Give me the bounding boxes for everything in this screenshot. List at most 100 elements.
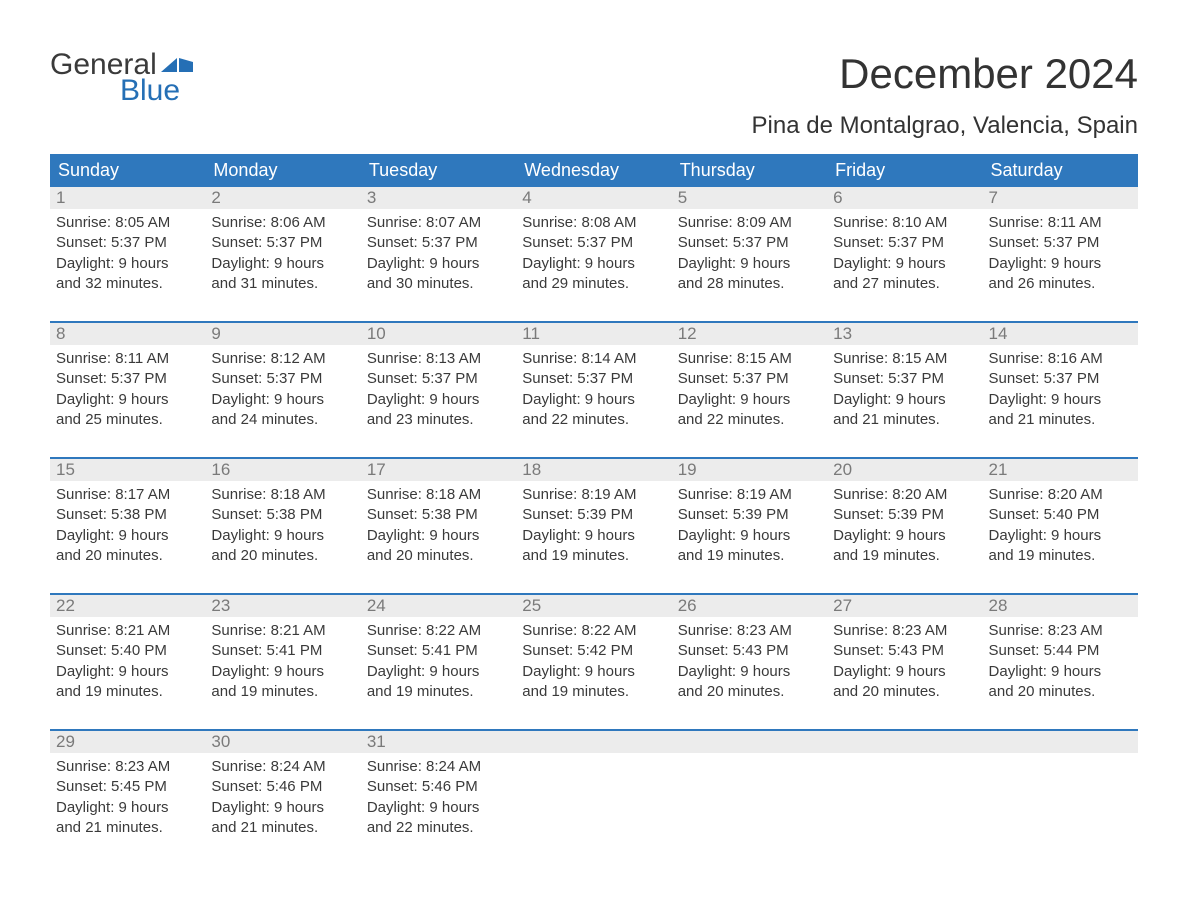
sunset-line: Sunset: 5:37 PM [833,369,976,389]
day-number-band: 12 [672,323,827,345]
daylight-line-1: Daylight: 9 hours [522,254,665,274]
daylight-line-2: and 20 minutes. [989,682,1132,702]
day-body: Sunrise: 8:10 AMSunset: 5:37 PMDaylight:… [827,209,982,300]
sunset-line: Sunset: 5:37 PM [678,369,821,389]
day-number-band: 21 [983,459,1138,481]
daylight-line-2: and 20 minutes. [833,682,976,702]
weeks-container: 1Sunrise: 8:05 AMSunset: 5:37 PMDaylight… [50,187,1138,851]
day-cell: 23Sunrise: 8:21 AMSunset: 5:41 PMDayligh… [205,595,360,715]
day-number: 24 [367,596,386,616]
week-row: 22Sunrise: 8:21 AMSunset: 5:40 PMDayligh… [50,593,1138,715]
day-body: Sunrise: 8:18 AMSunset: 5:38 PMDaylight:… [205,481,360,572]
day-cell: 9Sunrise: 8:12 AMSunset: 5:37 PMDaylight… [205,323,360,443]
sunrise-line: Sunrise: 8:23 AM [678,621,821,641]
day-of-week-header: SundayMondayTuesdayWednesdayThursdayFrid… [50,154,1138,187]
day-number: 19 [678,460,697,480]
day-number-band: 27 [827,595,982,617]
daylight-line-2: and 21 minutes. [56,818,199,838]
day-body: Sunrise: 8:15 AMSunset: 5:37 PMDaylight:… [827,345,982,436]
day-number-band: 8 [50,323,205,345]
day-number: 13 [833,324,852,344]
daylight-line-1: Daylight: 9 hours [522,390,665,410]
day-body: Sunrise: 8:21 AMSunset: 5:41 PMDaylight:… [205,617,360,708]
daylight-line-2: and 24 minutes. [211,410,354,430]
daylight-line-1: Daylight: 9 hours [56,662,199,682]
sunset-line: Sunset: 5:39 PM [522,505,665,525]
day-number: 9 [211,324,220,344]
sunrise-line: Sunrise: 8:11 AM [989,213,1132,233]
dow-sunday: Sunday [50,154,205,187]
day-cell: 30Sunrise: 8:24 AMSunset: 5:46 PMDayligh… [205,731,360,851]
day-number: 10 [367,324,386,344]
day-number: 31 [367,732,386,752]
logo-word-blue: Blue [120,76,193,106]
daylight-line-1: Daylight: 9 hours [56,390,199,410]
sunrise-line: Sunrise: 8:07 AM [367,213,510,233]
day-number: 29 [56,732,75,752]
day-number: 6 [833,188,842,208]
dow-tuesday: Tuesday [361,154,516,187]
sunrise-line: Sunrise: 8:22 AM [367,621,510,641]
sunset-line: Sunset: 5:39 PM [833,505,976,525]
day-body: Sunrise: 8:13 AMSunset: 5:37 PMDaylight:… [361,345,516,436]
day-body: Sunrise: 8:09 AMSunset: 5:37 PMDaylight:… [672,209,827,300]
week-row: 15Sunrise: 8:17 AMSunset: 5:38 PMDayligh… [50,457,1138,579]
day-number: 3 [367,188,376,208]
week-row: 8Sunrise: 8:11 AMSunset: 5:37 PMDaylight… [50,321,1138,443]
daylight-line-1: Daylight: 9 hours [367,662,510,682]
daylight-line-1: Daylight: 9 hours [678,662,821,682]
day-body: Sunrise: 8:08 AMSunset: 5:37 PMDaylight:… [516,209,671,300]
sunset-line: Sunset: 5:37 PM [989,233,1132,253]
daylight-line-1: Daylight: 9 hours [833,254,976,274]
daylight-line-2: and 20 minutes. [678,682,821,702]
day-cell: 22Sunrise: 8:21 AMSunset: 5:40 PMDayligh… [50,595,205,715]
day-number: 17 [367,460,386,480]
sunrise-line: Sunrise: 8:20 AM [989,485,1132,505]
day-body: Sunrise: 8:16 AMSunset: 5:37 PMDaylight:… [983,345,1138,436]
sunset-line: Sunset: 5:37 PM [56,369,199,389]
sunrise-line: Sunrise: 8:23 AM [56,757,199,777]
day-cell: 29Sunrise: 8:23 AMSunset: 5:45 PMDayligh… [50,731,205,851]
day-number: 14 [989,324,1008,344]
day-body: Sunrise: 8:23 AMSunset: 5:45 PMDaylight:… [50,753,205,844]
sunrise-line: Sunrise: 8:18 AM [211,485,354,505]
day-number-band: 23 [205,595,360,617]
page-title: December 2024 [839,50,1138,98]
day-number-band: 5 [672,187,827,209]
day-cell: 4Sunrise: 8:08 AMSunset: 5:37 PMDaylight… [516,187,671,307]
day-number: 5 [678,188,687,208]
day-cell: 25Sunrise: 8:22 AMSunset: 5:42 PMDayligh… [516,595,671,715]
day-body: Sunrise: 8:22 AMSunset: 5:42 PMDaylight:… [516,617,671,708]
day-number-band [516,731,671,753]
sunrise-line: Sunrise: 8:08 AM [522,213,665,233]
day-cell: 18Sunrise: 8:19 AMSunset: 5:39 PMDayligh… [516,459,671,579]
dow-friday: Friday [827,154,982,187]
day-number: 11 [522,324,540,344]
day-number: 18 [522,460,541,480]
day-cell: 13Sunrise: 8:15 AMSunset: 5:37 PMDayligh… [827,323,982,443]
sunrise-line: Sunrise: 8:24 AM [211,757,354,777]
daylight-line-1: Daylight: 9 hours [211,390,354,410]
day-body: Sunrise: 8:24 AMSunset: 5:46 PMDaylight:… [361,753,516,844]
day-cell: 8Sunrise: 8:11 AMSunset: 5:37 PMDaylight… [50,323,205,443]
sunset-line: Sunset: 5:37 PM [367,369,510,389]
day-cell [516,731,671,851]
day-number-band: 9 [205,323,360,345]
day-number: 21 [989,460,1008,480]
day-number-band: 13 [827,323,982,345]
dow-monday: Monday [205,154,360,187]
day-number-band: 2 [205,187,360,209]
daylight-line-2: and 19 minutes. [522,546,665,566]
day-number-band: 29 [50,731,205,753]
sunset-line: Sunset: 5:37 PM [211,233,354,253]
week-row: 29Sunrise: 8:23 AMSunset: 5:45 PMDayligh… [50,729,1138,851]
daylight-line-1: Daylight: 9 hours [522,526,665,546]
daylight-line-1: Daylight: 9 hours [56,798,199,818]
day-number: 16 [211,460,230,480]
day-cell: 15Sunrise: 8:17 AMSunset: 5:38 PMDayligh… [50,459,205,579]
day-number-band: 20 [827,459,982,481]
daylight-line-2: and 19 minutes. [833,546,976,566]
sunrise-line: Sunrise: 8:22 AM [522,621,665,641]
daylight-line-2: and 21 minutes. [989,410,1132,430]
sunset-line: Sunset: 5:37 PM [56,233,199,253]
